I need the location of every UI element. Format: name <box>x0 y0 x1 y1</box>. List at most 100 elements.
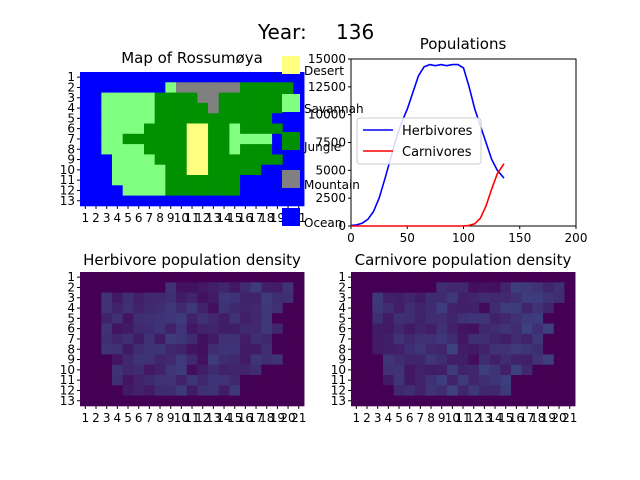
herb-cell <box>197 364 209 376</box>
map-cell <box>282 72 294 83</box>
herb-cell <box>229 333 241 345</box>
herb-cell <box>154 344 166 355</box>
herb-cell <box>165 272 177 283</box>
carn-cell <box>393 282 405 293</box>
map-cell <box>293 185 305 196</box>
map-cell <box>176 82 188 93</box>
carn-cell <box>543 354 555 366</box>
carn-cell <box>393 395 405 407</box>
carn-cell <box>500 282 512 293</box>
carn-cell <box>351 344 363 355</box>
map-cell <box>112 195 124 207</box>
herb-cell <box>229 282 241 293</box>
carnivore-density-cells <box>351 272 576 407</box>
herb-cell <box>282 313 294 324</box>
herb-ytick-label: 8 <box>67 342 75 356</box>
herb-ytick-label: 6 <box>67 322 75 336</box>
herb-cell <box>229 302 241 314</box>
map-cell <box>80 102 92 114</box>
legend-ocean-bar <box>282 212 300 226</box>
herb-cell <box>218 385 230 396</box>
carn-cell <box>404 323 416 335</box>
map-cell <box>122 72 134 83</box>
herb-cell <box>197 313 209 324</box>
herb-cell <box>261 302 273 314</box>
carn-xtick-label: 5 <box>395 411 403 425</box>
carn-cell <box>436 385 448 396</box>
map-cell <box>80 133 92 145</box>
map-cell <box>240 82 252 93</box>
herb-cell <box>133 313 145 324</box>
herb-cell <box>229 395 241 407</box>
carn-ytick-label: 6 <box>338 322 346 336</box>
herb-xtick-label: 11 <box>184 411 199 425</box>
map-xtick-label: 17 <box>248 211 263 225</box>
herb-cell <box>240 272 252 283</box>
herb-xtick-label: 9 <box>167 411 175 425</box>
populations-ytick-label: 0 <box>338 219 346 233</box>
herb-cell <box>122 385 134 396</box>
map-xtick-label: 3 <box>103 211 111 225</box>
map-cell <box>229 164 241 176</box>
populations-xtick-label: 0 <box>347 231 355 245</box>
carn-xtick-label: 14 <box>487 411 502 425</box>
herb-cell <box>154 364 166 376</box>
herb-cell <box>101 333 113 345</box>
year-value: 136 <box>336 20 374 44</box>
herb-ytick-label: 1 <box>67 270 75 284</box>
map-xtick-label: 11 <box>184 211 199 225</box>
carn-cell <box>479 375 491 386</box>
legend-label-mountain: Mountain <box>304 178 360 192</box>
herb-cell <box>186 385 198 396</box>
carn-cell <box>436 354 448 366</box>
map-cell <box>261 164 273 176</box>
herb-cell <box>272 395 284 407</box>
herb-cell <box>293 292 305 304</box>
herb-cell <box>144 333 156 345</box>
herb-xtick-label: 20 <box>280 411 295 425</box>
carn-cell <box>553 344 565 355</box>
carn-cell <box>415 385 427 396</box>
map-cell <box>122 144 134 155</box>
carn-xtick-label: 19 <box>541 411 556 425</box>
herb-cell <box>218 272 230 283</box>
carn-cell <box>361 302 373 314</box>
map-cell <box>154 175 166 186</box>
map-cell <box>122 185 134 196</box>
map-cell <box>240 92 252 104</box>
herb-cell <box>261 354 273 366</box>
map-cell <box>122 102 134 114</box>
carn-cell <box>457 385 469 396</box>
carn-cell <box>425 292 437 304</box>
carn-cell <box>393 375 405 386</box>
herb-cell <box>165 323 177 335</box>
herb-cell <box>229 364 241 376</box>
carn-cell <box>500 323 512 335</box>
carn-cell <box>468 302 480 314</box>
carn-cell <box>511 292 523 304</box>
map-cell <box>80 92 92 104</box>
herb-cell <box>293 272 305 283</box>
herb-cell <box>80 354 92 366</box>
herb-cell <box>218 313 230 324</box>
herb-cell <box>261 333 273 345</box>
herb-cell <box>112 354 124 366</box>
map-cell <box>272 113 284 124</box>
map-cell <box>122 154 134 166</box>
carn-cell <box>361 385 373 396</box>
map-cell <box>229 175 241 186</box>
carn-cell <box>425 333 437 345</box>
herb-cell <box>229 292 241 304</box>
map-cell <box>229 102 241 114</box>
map-cell <box>218 72 230 83</box>
herb-cell <box>154 333 166 345</box>
herb-cell <box>197 333 209 345</box>
map-cell <box>208 82 220 93</box>
carn-cell <box>564 385 576 396</box>
carn-xtick-label: 8 <box>427 411 435 425</box>
carn-cell <box>393 323 405 335</box>
map-cell <box>240 195 252 207</box>
carn-cell <box>564 292 576 304</box>
map-cell <box>240 133 252 145</box>
